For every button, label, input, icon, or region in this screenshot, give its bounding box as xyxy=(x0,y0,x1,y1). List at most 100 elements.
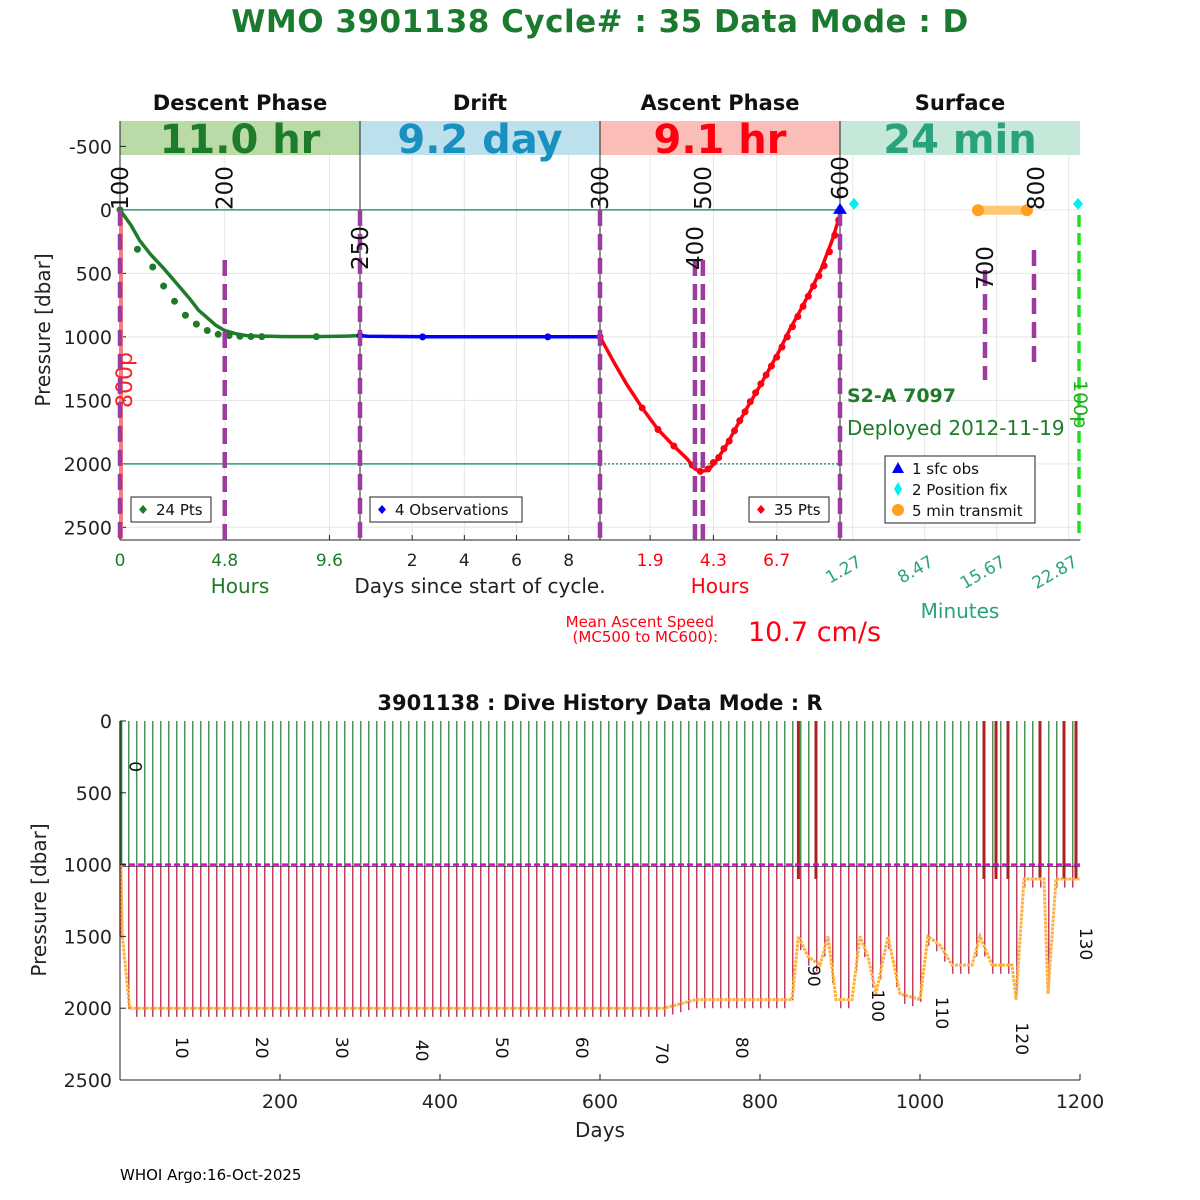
history-y-tick-label: 1500 xyxy=(64,926,112,948)
descent-point xyxy=(181,311,189,319)
x-tick-label: 6.7 xyxy=(763,551,790,571)
x-tick-label: 1.9 xyxy=(637,551,664,571)
x-tick-label: 9.6 xyxy=(316,551,343,571)
mc-marker-label: 250 xyxy=(348,226,374,270)
ascent-point xyxy=(778,343,786,351)
ascent-point xyxy=(815,272,823,280)
y-tick-label: 2000 xyxy=(64,454,112,476)
phase-name-drift: Drift xyxy=(453,91,507,115)
ascent-point xyxy=(810,282,818,290)
history-x-label: Days xyxy=(575,1118,625,1142)
ascent-point xyxy=(736,417,744,425)
ascent-point xyxy=(638,404,646,412)
drift-curve xyxy=(359,333,600,339)
drift-legend-marker xyxy=(378,505,386,514)
surface-legend-sfc-text: 1 sfc obs xyxy=(912,460,979,478)
ascent-point xyxy=(670,442,678,450)
x-tick-label: 4.3 xyxy=(700,551,727,571)
mean-ascent-value: 10.7 cm/s xyxy=(748,617,881,648)
ascent-point xyxy=(696,467,704,475)
mc-marker-label: 800 xyxy=(1024,166,1050,210)
descent-point xyxy=(258,333,266,341)
history-x-tick-label: 200 xyxy=(262,1091,298,1113)
descent-point xyxy=(203,327,211,334)
y-tick-label: -500 xyxy=(69,136,112,158)
descent-point xyxy=(214,330,222,338)
ascent-x-label: Hours xyxy=(691,574,750,598)
dive-history-plot: 3901138 : Dive History Data Mode : R 0 500… xyxy=(27,691,1104,1142)
drift-legend-box xyxy=(369,496,523,523)
ascent-point xyxy=(783,333,791,341)
ascent-point xyxy=(725,437,733,445)
x-tick-label: 6 xyxy=(511,551,522,571)
history-x-tick-label: 800 xyxy=(742,1091,778,1113)
descent-point xyxy=(133,245,141,253)
history-cycle-label: 60 xyxy=(571,1037,591,1059)
history-cycle-label: 110 xyxy=(931,997,951,1029)
descent-point xyxy=(171,297,179,305)
history-cycle-label: 80 xyxy=(731,1037,751,1059)
history-x-tick-label: 400 xyxy=(422,1091,458,1113)
mean-ascent-label-2: (MC500 to MC600): xyxy=(573,628,718,646)
y-axis-label: Pressure [dbar] xyxy=(31,253,55,406)
position-fix-marker xyxy=(849,197,859,210)
ascent-point xyxy=(762,371,770,379)
position-fix-marker xyxy=(1073,197,1083,210)
history-cycle-label: 130 xyxy=(1075,928,1095,960)
surface-legend-transmit-text: 5 min transmit xyxy=(912,502,1023,520)
phase-band-descent xyxy=(120,121,360,155)
x-tick-label: 4 xyxy=(459,551,470,571)
x-tick-label: 22.87 xyxy=(1029,552,1081,594)
ascent-point xyxy=(831,231,839,239)
history-y-tick-label: 2500 xyxy=(64,1070,112,1092)
descent-curve xyxy=(118,208,361,339)
ascent-point xyxy=(654,426,662,434)
history-cycle-label: 40 xyxy=(411,1040,431,1062)
history-cycle-label: 50 xyxy=(491,1037,511,1059)
history-cycle-label: 10 xyxy=(171,1037,191,1059)
phase-duration-drift: 9.2 day xyxy=(397,117,562,163)
history-cycle-label: 70 xyxy=(651,1043,671,1065)
drift-legend-text: 4 Observations xyxy=(395,501,509,519)
x-tick-label: 8.47 xyxy=(894,552,937,588)
mc-marker-label: 600 xyxy=(828,156,854,200)
drift-point xyxy=(419,333,427,341)
history-x-tick-label: 1000 xyxy=(896,1091,944,1113)
x-tick-label: 0 xyxy=(115,551,126,571)
history-y-tick-label: 500 xyxy=(76,783,112,805)
page-title: WMO 3901138 Cycle# : 35 Data Mode : D xyxy=(231,4,969,40)
ascent-point xyxy=(789,323,797,331)
descent-legend-text: 24 Pts xyxy=(156,501,203,519)
deployed-label: Deployed 2012-11-19 xyxy=(847,416,1065,440)
phase-name-descent: Descent Phase xyxy=(153,91,327,115)
ascent-point xyxy=(746,398,754,406)
descent-point xyxy=(312,333,320,341)
y-tick-label: 0 xyxy=(100,200,112,222)
ascent-point xyxy=(794,313,802,321)
ascent-legend-marker xyxy=(757,505,765,514)
surface-x-label: Minutes xyxy=(921,599,1000,623)
descent-x-label: Hours xyxy=(211,574,270,598)
mc-marker-label: 500 xyxy=(691,166,717,210)
descent-legend-marker xyxy=(139,505,147,514)
transmit-marker xyxy=(1021,204,1033,217)
mc-marker-label: 300 xyxy=(588,166,614,210)
footer-text: WHOI Argo:16-Oct-2025 xyxy=(120,1166,302,1184)
phase-name-ascent: Ascent Phase xyxy=(641,91,800,115)
ascent-point xyxy=(709,459,717,467)
history-x-tick-label: 600 xyxy=(582,1091,618,1113)
history-title: 3901138 : Dive History Data Mode : R xyxy=(377,691,822,715)
phase-band-drift xyxy=(360,121,600,155)
history-y-tick-label: 0 xyxy=(100,711,112,733)
ascent-point xyxy=(767,362,775,370)
phase-duration-descent: 11.0 hr xyxy=(160,117,321,163)
phase-name-surface: Surface xyxy=(915,91,1005,115)
history-y-tick-label: 1000 xyxy=(64,855,112,877)
ascent-point xyxy=(757,380,765,388)
x-tick-label: 4.8 xyxy=(211,551,238,571)
transmit-marker xyxy=(972,204,984,217)
surface-legend-sfc-marker xyxy=(892,462,904,473)
descent-point xyxy=(149,263,157,271)
ascent-point xyxy=(820,262,828,270)
